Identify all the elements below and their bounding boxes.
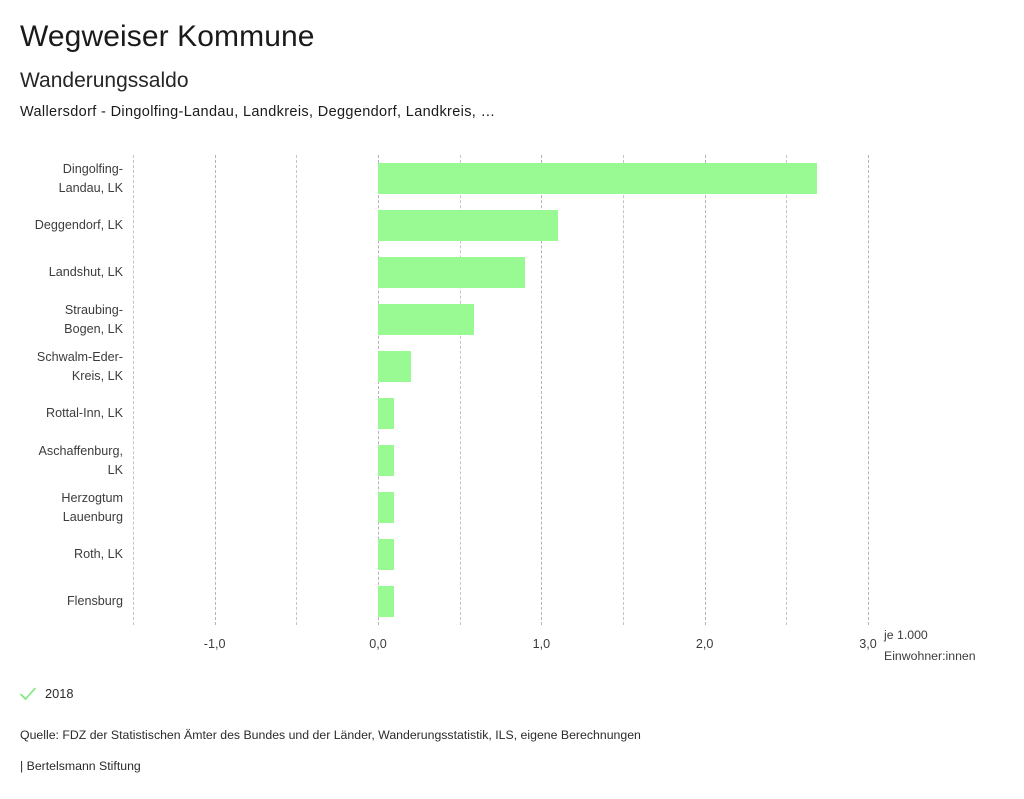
y-axis-label-line: Kreis, LK [71, 368, 123, 383]
gridline-major [704, 155, 706, 625]
y-axis-label-line: Herzogtum [61, 490, 123, 505]
y-axis-label: Rottal-Inn, LK [0, 404, 127, 423]
chart-plot-area: Dingolfing- Landau, LK Deggendorf, LK Lands… [0, 155, 1024, 663]
bar[interactable] [378, 398, 395, 429]
bar[interactable] [378, 539, 395, 570]
y-axis-label-line: Roth, LK [73, 547, 123, 561]
bar[interactable] [378, 210, 558, 241]
y-axis-label: Aschaffenburg, LK [0, 442, 127, 480]
plot-canvas [133, 155, 869, 625]
chart-footer: Quelle: FDZ der Statistischen Ämter des … [20, 727, 1004, 774]
x-axis-tick-label: 2,0 [695, 637, 714, 651]
bar[interactable] [378, 586, 395, 617]
gridline-minor [296, 155, 298, 625]
y-axis-label: Straubing- Bogen, LK [0, 301, 127, 339]
page-title: Wegweiser Kommune [20, 20, 315, 53]
y-axis-label: Deggendorf, LK [0, 216, 127, 235]
bar-series-2018 [133, 155, 868, 625]
gridline-minor [786, 155, 788, 625]
y-axis-label-line: Flensburg [66, 594, 123, 608]
bar[interactable] [378, 304, 475, 335]
gridline-minor [623, 155, 624, 625]
chart-title: Wanderungssaldo [20, 69, 189, 92]
y-axis-label-line: Aschaffenburg, [38, 443, 124, 458]
y-axis-label-line: Straubing- [64, 302, 123, 317]
y-axis-label: Flensburg [0, 592, 127, 611]
gridline-major [868, 155, 869, 625]
x-axis-unit-line-1: je 1.000 [884, 628, 928, 642]
y-axis-label-line: LK [107, 462, 123, 477]
bar[interactable] [378, 163, 818, 194]
x-axis-tick-label: 1,0 [532, 637, 551, 651]
y-axis-label: Landshut, LK [0, 263, 127, 282]
x-axis-tick-label: 3,0 [859, 637, 877, 651]
y-axis-label-line: Schwalm-Eder- [36, 349, 123, 364]
chart-legend[interactable]: 2018 [20, 686, 73, 702]
x-axis-tick-labels: -1,0 0,0 1,0 2,0 3,0 [133, 625, 877, 665]
y-axis-label: Schwalm-Eder- Kreis, LK [0, 348, 127, 386]
y-axis-label-line: Lauenburg [62, 509, 123, 524]
bar[interactable] [378, 445, 395, 476]
y-axis-label: Dingolfing- Landau, LK [0, 160, 127, 198]
y-axis-label-line: Landau, LK [58, 180, 123, 195]
x-axis-unit-label: je 1.000 Einwohner:innen [884, 625, 976, 667]
y-axis-label: Herzogtum Lauenburg [0, 489, 127, 527]
legend-item-label: 2018 [45, 686, 74, 701]
bar[interactable] [378, 351, 411, 382]
chart-header: Wegweiser Kommune Wanderungssaldo Waller… [20, 0, 1004, 121]
check-icon [20, 687, 36, 700]
bar[interactable] [378, 257, 525, 288]
y-axis-label: Roth, LK [0, 545, 127, 564]
x-axis-tick-label: -1,0 [203, 637, 226, 651]
y-axis-label-line: Deggendorf, LK [34, 218, 123, 232]
x-axis-tick-label: 0,0 [369, 637, 387, 651]
gridline-minor [459, 155, 461, 625]
gridline-minor [133, 155, 134, 625]
y-axis-category-labels: Dingolfing- Landau, LK Deggendorf, LK Lands… [0, 155, 127, 625]
source-note: Quelle: FDZ der Statistischen Ämter des … [20, 728, 641, 742]
gridline-major [378, 155, 379, 625]
y-axis-label-line: Landshut, LK [48, 265, 123, 279]
y-axis-label-line: Dingolfing- [62, 161, 123, 176]
gridline-major [541, 155, 543, 625]
y-axis-label-line: Bogen, LK [64, 321, 123, 336]
x-axis-unit-line-2: Einwohner:innen [884, 649, 976, 663]
gridline-major [214, 155, 216, 625]
y-axis-label-line: Rottal-Inn, LK [45, 406, 123, 420]
publisher-note: | Bertelsmann Stiftung [20, 759, 141, 773]
bar[interactable] [378, 492, 395, 523]
chart-subtitle-regions: Wallersdorf - Dingolfing-Landau, Landkre… [20, 104, 496, 120]
